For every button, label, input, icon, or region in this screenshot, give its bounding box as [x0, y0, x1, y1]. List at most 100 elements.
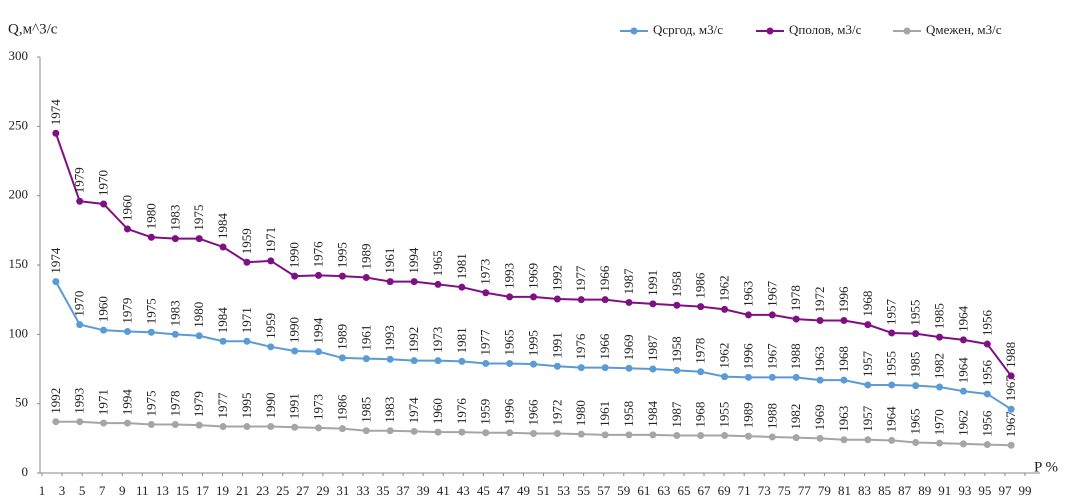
data-label: 1972 [812, 286, 827, 312]
x-tick-label: 1 [39, 483, 46, 498]
data-label: 1969 [621, 334, 636, 360]
data-label: 1966 [525, 399, 540, 426]
data-label: 1985 [932, 303, 947, 329]
x-tick-label: 55 [577, 483, 590, 498]
x-tick-label: 31 [336, 483, 349, 498]
data-point [291, 347, 299, 355]
legend-label: Qсргод, м3/с [653, 22, 723, 37]
data-point [912, 438, 920, 446]
data-point [243, 258, 251, 266]
y-tick-label: 100 [9, 325, 29, 340]
data-point [386, 427, 394, 435]
data-label: 1961 [358, 325, 373, 351]
data-point [840, 376, 848, 384]
data-label: 1995 [334, 242, 349, 268]
data-label: 1975 [143, 298, 158, 324]
data-point [52, 129, 60, 137]
data-label: 1958 [621, 401, 636, 427]
data-point [434, 280, 442, 288]
data-label: 1996 [740, 343, 755, 370]
legend-swatch-marker [766, 27, 774, 35]
data-point [362, 355, 370, 363]
data-point [243, 423, 251, 431]
x-tick-label: 51 [537, 483, 550, 498]
data-point [267, 423, 275, 431]
data-point [983, 390, 991, 398]
data-label: 1982 [788, 404, 803, 430]
data-point [983, 441, 991, 449]
data-label: 1995 [239, 393, 254, 419]
data-label: 1976 [311, 241, 326, 268]
data-point [171, 420, 179, 428]
data-label: 1968 [860, 291, 875, 317]
x-tick-label: 97 [998, 483, 1012, 498]
data-label: 1967 [1003, 411, 1018, 437]
data-label: 1970 [72, 291, 87, 317]
data-label: 1960 [96, 296, 111, 322]
data-label: 1984 [645, 400, 660, 427]
data-label: 1955 [884, 351, 899, 377]
data-label: 1970 [96, 170, 111, 196]
data-point [458, 428, 466, 436]
data-point [553, 429, 561, 437]
data-label: 1959 [478, 399, 493, 425]
x-tick-label: 71 [738, 483, 751, 498]
data-label: 1994 [406, 247, 421, 274]
y-tick-label: 250 [9, 117, 29, 132]
data-label: 1991 [287, 393, 302, 419]
y-tick-label: 150 [9, 256, 29, 271]
data-point [864, 381, 872, 389]
x-tick-label: 47 [497, 483, 511, 498]
data-label: 1991 [549, 332, 564, 358]
x-tick-label: 85 [878, 483, 891, 498]
data-point [147, 328, 155, 336]
x-tick-label: 27 [296, 483, 310, 498]
data-label: 1969 [525, 263, 540, 289]
data-label: 1974 [48, 99, 63, 125]
data-point [721, 373, 729, 381]
data-label: 1989 [334, 324, 349, 350]
data-point [530, 429, 537, 437]
data-point [744, 311, 752, 319]
data-label: 1990 [263, 393, 278, 419]
data-label: 1957 [884, 298, 899, 325]
x-tick-label: 93 [958, 483, 971, 498]
data-label: 1962 [717, 343, 732, 369]
x-axis-label: P % [1034, 459, 1058, 475]
data-point [195, 235, 203, 243]
data-label: 1960 [119, 195, 134, 221]
data-point [458, 357, 466, 365]
data-point [744, 373, 752, 381]
data-point [315, 424, 323, 432]
x-tick-label: 25 [276, 483, 289, 498]
data-point [100, 419, 108, 427]
data-label: 1981 [454, 253, 469, 279]
data-label: 1958 [669, 336, 684, 362]
data-point [291, 423, 299, 431]
data-label: 1991 [645, 270, 660, 296]
x-tick-label: 89 [918, 483, 931, 498]
data-label: 1990 [287, 242, 302, 268]
data-label: 1977 [478, 329, 493, 356]
data-label: 1971 [263, 227, 278, 253]
data-label: 1974 [48, 247, 63, 274]
x-tick-label: 3 [59, 483, 66, 498]
data-point [768, 311, 776, 319]
data-label: 1982 [932, 353, 947, 379]
data-label: 1988 [788, 343, 803, 369]
data-label: 1965 [908, 408, 923, 434]
data-point [577, 430, 585, 438]
data-label: 1963 [812, 346, 827, 372]
data-point [1007, 372, 1015, 380]
data-label: 1977 [573, 265, 588, 292]
y-tick-label: 300 [9, 48, 29, 63]
data-point [1007, 405, 1015, 413]
y-tick-label: 0 [22, 464, 29, 479]
data-label: 1980 [191, 302, 206, 328]
data-point [697, 432, 705, 440]
data-point [601, 431, 609, 439]
data-label: 1996 [836, 286, 851, 313]
data-label: 1973 [478, 259, 493, 285]
x-tick-label: 99 [1019, 483, 1032, 498]
